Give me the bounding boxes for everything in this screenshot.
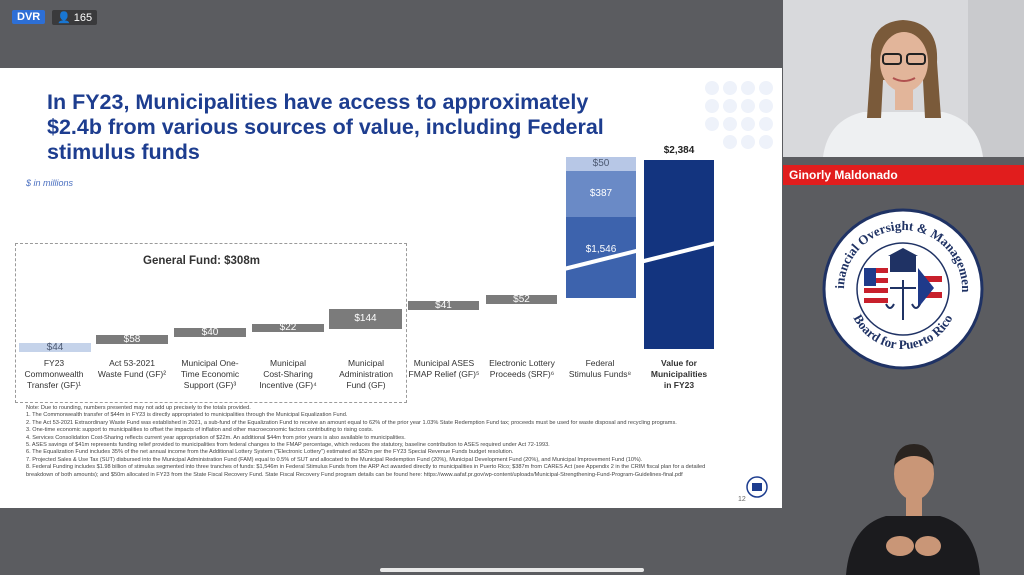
category-label-2-line-3: Support (GF)³: [183, 380, 237, 390]
unit-label: $ in millions: [26, 178, 74, 188]
axis-break-marks: [559, 240, 721, 272]
category-label-5-line-2: FMAP Relief (GF)⁵: [408, 369, 480, 379]
category-label-0-line-3: Transfer (GF)¹: [27, 380, 81, 390]
footnote-9: breakdown of both amounts); and $50m all…: [26, 471, 683, 478]
category-label-0-line-2: Commonwealth: [24, 369, 84, 379]
speaker-figure: [783, 0, 1024, 157]
category-label-7-line-2: Stimulus Funds⁸: [568, 369, 632, 379]
slide-title-line-2: $2.4b from various sources of value, inc…: [47, 115, 604, 139]
bar-cost-sharing: $22: [252, 322, 324, 333]
category-label-8-line-1: Value for: [661, 358, 697, 368]
category-label-0: FY23 Commonwealth Transfer (GF)¹: [14, 358, 94, 391]
footnote-7: 7. Projected Sales & Use Tax (SUT) disbu…: [26, 456, 643, 463]
category-label-1: Act 53-2021 Waste Fund (GF)²: [92, 358, 172, 380]
footnote-4: 4. Services Consolidation Cost-Sharing r…: [26, 434, 406, 441]
slide-title-line-3: stimulus funds: [47, 140, 200, 164]
category-label-5: Municipal ASES FMAP Relief (GF)⁵: [404, 358, 484, 380]
bar-label-administration-fund: $144: [354, 313, 377, 324]
category-label-5-line-1: Municipal ASES: [413, 358, 475, 368]
category-label-4: Municipal Administration Fund (GF): [326, 358, 406, 391]
category-label-8-line-3: in FY23: [663, 380, 695, 390]
footnote-1: 1. The Commonwealth transfer of $44m in …: [26, 412, 348, 419]
footnote-3: 3. One-time economic support to municipa…: [26, 427, 374, 434]
slide-title: In FY23, Municipalities have access to a…: [47, 90, 647, 165]
category-label-7-line-1: Federal: [585, 358, 615, 368]
category-label-6: Electronic Lottery Proceeds (SRF)⁶: [482, 358, 562, 380]
category-label-2-line-1: Municipal One-: [181, 358, 239, 368]
category-label-3-line-1: Municipal: [270, 358, 306, 368]
viewer-count: 👤 165: [52, 10, 98, 25]
speaker-video: [783, 0, 1024, 157]
footnote-0: Note: Due to rounding, numbers presented…: [26, 405, 251, 411]
dvr-badge[interactable]: DVR: [12, 10, 46, 24]
board-seal: Financial Oversight & Management Board f…: [822, 208, 984, 370]
general-fund-box: [15, 243, 407, 403]
category-label-0-line-1: FY23: [43, 358, 65, 368]
bar-label-economic-support: $40: [201, 327, 219, 338]
bar-label-electronic-lottery: $52: [513, 294, 530, 305]
category-label-8-line-2: Municipalities: [650, 369, 708, 379]
bar-ases-fmap: $41: [408, 300, 479, 311]
bar-federal-sfrf: $50: [566, 157, 636, 171]
category-label-4-line-1: Municipal: [348, 358, 384, 368]
speaker-name-bar: Ginorly Maldonado: [783, 165, 1024, 185]
footnote-2: 2. The Act 53-2021 Extraordinary Waste F…: [26, 419, 677, 426]
slide-title-line-1: In FY23, Municipalities have access to a…: [47, 90, 589, 114]
category-label-2: Municipal One- Time Economic Support (GF…: [170, 358, 250, 391]
footnote-6: 6. The Equalization Fund includes 35% of…: [26, 449, 514, 456]
category-label-3: Municipal Cost-Sharing Incentive (GF)⁴: [248, 358, 328, 391]
category-label-7: Federal Stimulus Funds⁸: [560, 358, 640, 380]
category-label-2-line-2: Time Economic: [180, 369, 240, 379]
category-label-6-line-1: Electronic Lottery: [489, 358, 555, 368]
bar-electronic-lottery: $52: [486, 294, 557, 305]
viewer-count-value: 165: [73, 12, 93, 24]
page-number: 12: [738, 496, 746, 503]
bar-label-federal-cares: $387: [589, 188, 613, 199]
horizontal-scrollbar[interactable]: [380, 568, 644, 572]
bar-label-federal-arp: $1,546: [585, 244, 617, 255]
bar-waste-fund: $58: [96, 334, 168, 345]
bar-economic-support: $40: [174, 327, 246, 338]
decorative-dots: [705, 81, 773, 149]
bar-label-commonwealth-transfer: $44: [46, 342, 64, 353]
total-value-label: $2,384: [663, 145, 695, 156]
seal-flags: [864, 268, 942, 308]
bar-label-waste-fund: $58: [123, 334, 141, 345]
sign-language-interpreter: [846, 444, 980, 575]
bar-federal-arp: $1,546: [566, 217, 636, 298]
slide-logo-icon: [746, 476, 768, 498]
category-label-1-line-1: Act 53-2021: [109, 358, 155, 368]
general-fund-label: General Fund: $308m: [143, 255, 260, 267]
category-label-6-line-2: Proceeds (SRF)⁶: [489, 369, 555, 379]
category-label-3-line-3: Incentive (GF)⁴: [259, 380, 317, 390]
bar-federal-cares: $387: [566, 171, 636, 217]
footnote-5: 5. ASES savings of $41m represents fundi…: [26, 442, 550, 449]
category-label-8: Value for Municipalities in FY23: [639, 358, 719, 391]
footnotes: Note: Due to rounding, numbers presented…: [26, 405, 726, 479]
footnote-8: 8. Federal Funding includes $1.98 billio…: [26, 464, 706, 471]
bar-commonwealth-transfer: $44: [19, 342, 91, 353]
category-label-4-line-2: Administration: [339, 369, 393, 379]
bar-label-ases-fmap: $41: [435, 300, 452, 311]
bar-label-federal-sfrf: $50: [592, 158, 610, 169]
bar-administration-fund: $144: [329, 309, 402, 329]
category-label-4-line-3: Fund (GF): [346, 380, 386, 390]
presentation-slide: In FY23, Municipalities have access to a…: [0, 68, 782, 508]
viewer-icon: 👤: [57, 12, 71, 24]
bar-total: [644, 160, 714, 349]
category-label-1-line-2: Waste Fund (GF)²: [97, 369, 167, 379]
category-label-3-line-2: Cost-Sharing: [263, 369, 313, 379]
bar-label-cost-sharing: $22: [279, 322, 297, 333]
